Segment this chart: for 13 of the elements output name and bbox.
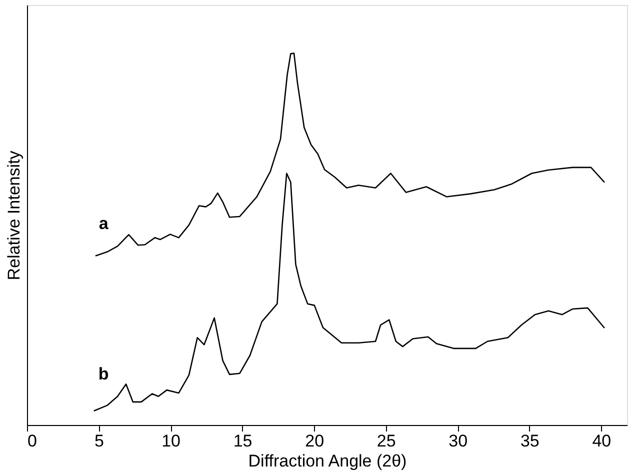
x-tick-label: 40 [592,432,612,450]
x-tick-label: 5 [94,432,104,450]
x-tick-label: 20 [305,432,324,450]
x-tick-label: 25 [376,432,396,450]
x-axis-title: Diffraction Angle (2θ) [248,452,407,470]
y-axis-title: Relative Intensity [4,150,24,280]
series-label: b [98,364,109,384]
x-tick-label: 30 [448,432,468,450]
x-tick-label: 10 [162,432,180,450]
x-tick-label: 0 [28,432,37,450]
series-label: a [98,214,109,234]
x-tick-label: 15 [233,432,252,450]
x-tick-label: 35 [520,432,540,450]
